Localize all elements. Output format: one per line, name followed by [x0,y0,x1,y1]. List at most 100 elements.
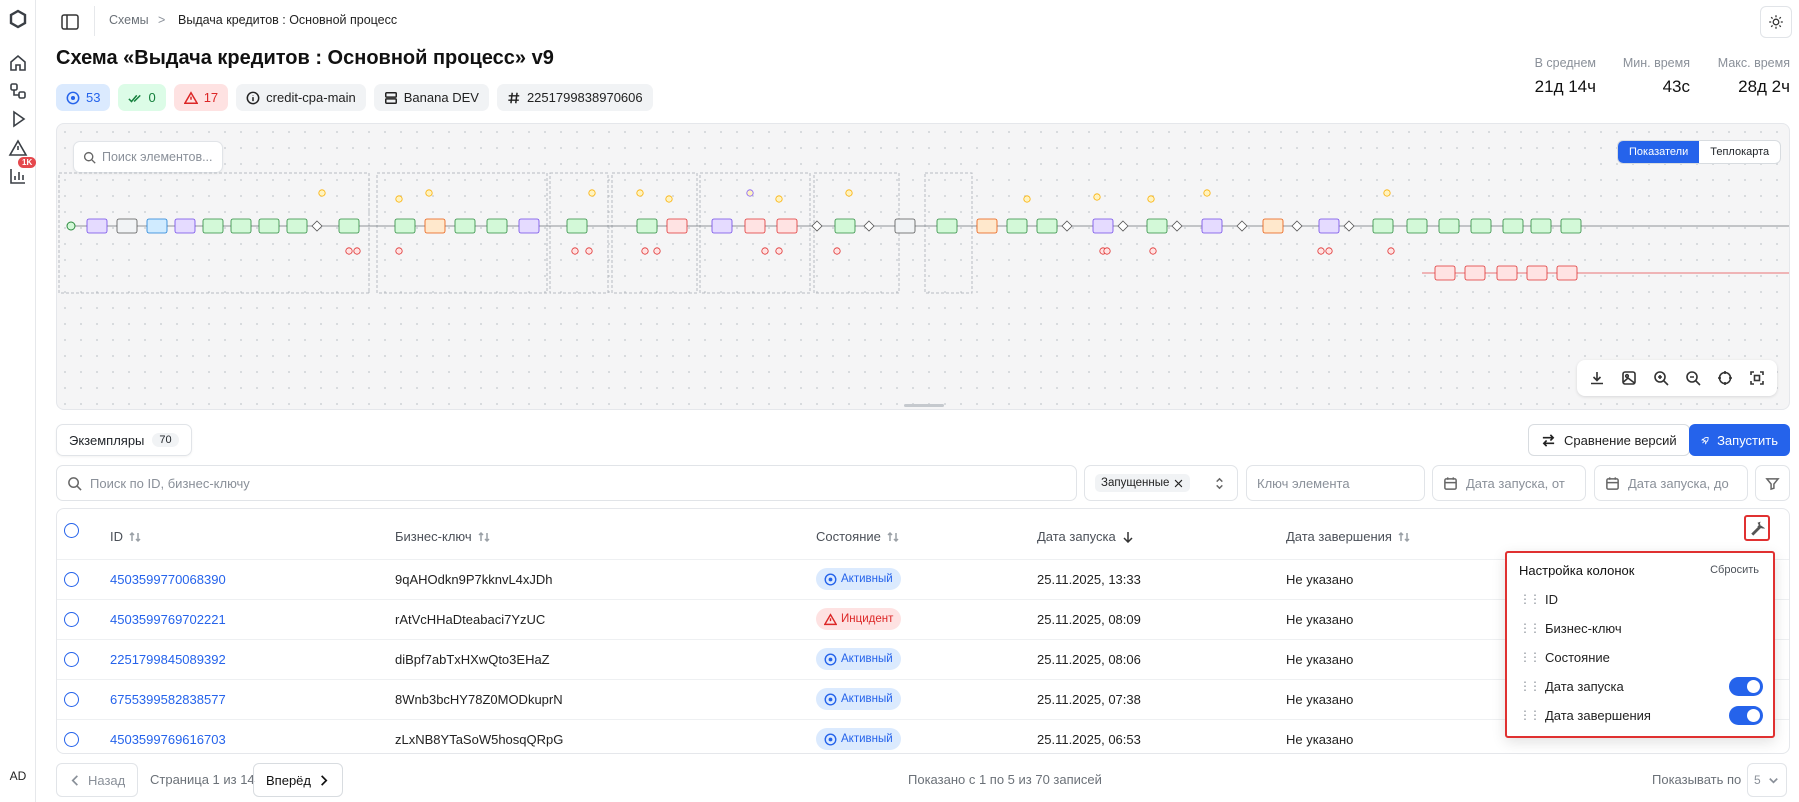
column-setting-item[interactable]: ⋮⋮ Дата запуска [1519,675,1763,697]
drag-handle-icon[interactable]: ⋮⋮ [1519,592,1541,606]
center-icon[interactable] [1711,364,1739,392]
fit-screen-icon[interactable] [1743,364,1771,392]
start-date-cell: 25.11.2025, 08:09 [1037,612,1141,627]
table-row[interactable]: 4503599770068390 9qAHOdkn9P7kknvL4xJDh Акт… [57,559,1789,599]
column-header-id[interactable]: ID [110,529,141,544]
drag-handle-icon[interactable]: ⋮⋮ [1519,679,1541,693]
sidebar-toggle-icon[interactable] [60,12,80,32]
date-to-input[interactable]: Дата запуска, до [1594,465,1748,501]
table-row[interactable]: 4503599769616703 zLxNB8YTaSoW5hosqQRpG Акт… [57,719,1789,759]
wrench-icon [1750,521,1765,536]
instance-id-link[interactable]: 4503599769702221 [110,612,226,627]
chevron-down-icon [1768,777,1778,784]
next-page-button[interactable]: Вперёд [253,763,343,797]
process-key-chip[interactable]: credit-cpa-main [236,84,366,111]
environment-chip[interactable]: Banana DEV [373,84,489,111]
column-header-state[interactable]: Состояние [816,529,899,544]
prev-page-label: Назад [88,772,126,788]
zoom-out-icon[interactable] [1679,364,1707,392]
drag-handle-icon[interactable]: ⋮⋮ [1519,650,1541,664]
compare-versions-button[interactable]: Сравнение версий [1528,424,1690,456]
column-header-id-label: ID [110,529,123,544]
analytics-icon[interactable] [7,165,29,187]
element-key-input[interactable]: Ключ элемента [1246,465,1425,501]
home-icon[interactable] [7,52,29,74]
instance-id-link[interactable]: 4503599770068390 [110,572,226,587]
instance-search-input[interactable]: Поиск по ID, бизнес-ключу [56,465,1077,501]
diagram-search-input[interactable]: Поиск элементов... [73,141,223,173]
filter-settings-button[interactable] [1755,465,1790,501]
column-header-state-label: Состояние [816,529,881,544]
completed-count-chip[interactable]: 0 [118,84,166,111]
timer-event [588,189,596,197]
breadcrumb-separator: > [158,13,166,27]
incident-count-chip[interactable]: 17 [173,84,229,111]
error-event [641,247,649,255]
stat-average: В среднем 21д 14ч [1521,56,1596,97]
table-row[interactable]: 6755399582838577 8Wnb3bcHY78Z0MODkuprN Акт… [57,679,1789,719]
zoom-in-icon[interactable] [1647,364,1675,392]
date-to-placeholder: Дата запуска, до [1628,475,1729,491]
error-event [345,247,353,255]
error-event [833,247,841,255]
end-date-cell: Не указано [1286,692,1354,707]
tab-heatmap[interactable]: Теплокарта [1710,146,1770,158]
definition-id-chip[interactable]: 2251799838970606 [496,84,653,111]
bpmn-task [286,218,308,234]
select-all-checkbox[interactable] [64,523,79,538]
active-count-chip[interactable]: 53 [56,84,111,111]
column-header-end-date[interactable]: Дата завершения [1286,529,1410,544]
prev-page-button[interactable]: Назад [56,763,139,797]
close-icon[interactable] [1173,478,1184,489]
state-tag-label: Запущенные [1101,477,1170,489]
column-header-start-date[interactable]: Дата запуска [1037,529,1134,544]
table-row[interactable]: 2251799845089392 diBpf7abTxHXwQto3EHaZ Акт… [57,639,1789,679]
export-image-icon[interactable] [1615,364,1643,392]
bpmn-gateway [1236,220,1248,232]
per-page-select[interactable]: 5 [1747,763,1787,797]
process-key: credit-cpa-main [266,90,356,105]
avatar[interactable]: AD [9,769,27,783]
column-header-business-key[interactable]: Бизнес-ключ [395,529,490,544]
column-visibility-toggle[interactable] [1729,706,1763,725]
divider [94,6,95,36]
app-logo-icon[interactable] [7,8,29,30]
column-setting-item[interactable]: ⋮⋮ Состояние [1519,646,1763,668]
column-settings-reset-button[interactable]: Сбросить [1710,564,1759,576]
table-row[interactable]: 4503599769702221 rAtVcHHaDteabaci7YzUC Инц… [57,599,1789,639]
theme-toggle-button[interactable] [1760,6,1792,38]
state-filter-select[interactable]: Запущенные [1084,465,1238,501]
download-icon[interactable] [1583,364,1611,392]
error-event [1103,247,1111,255]
instance-id-link[interactable]: 6755399582838577 [110,692,226,707]
column-visibility-toggle[interactable] [1729,677,1763,696]
subprocess-frame [813,172,900,294]
row-checkbox[interactable] [64,612,79,627]
run-button[interactable]: Запустить [1689,424,1790,456]
column-setting-item[interactable]: ⋮⋮ Дата завершения [1519,704,1763,726]
status-badge: Активный [816,648,901,670]
alerts-icon[interactable] [7,137,29,159]
start-date-cell: 25.11.2025, 06:53 [1037,732,1141,747]
instance-search-placeholder: Поиск по ID, бизнес-ключу [90,475,250,491]
process-diagram-canvas[interactable]: Поиск элементов... Показатели Теплокарта [56,123,1790,410]
tab-instances[interactable]: Экземпляры 70 [56,424,192,456]
tab-metrics[interactable]: Показатели [1618,141,1700,163]
column-settings-button[interactable] [1744,515,1770,541]
view-mode-switch[interactable]: Показатели Теплокарта [1617,140,1782,164]
row-checkbox[interactable] [64,732,79,747]
column-setting-item[interactable]: ⋮⋮ Бизнес-ключ [1519,617,1763,639]
row-checkbox[interactable] [64,692,79,707]
schemes-icon[interactable] [7,80,29,102]
row-checkbox[interactable] [64,652,79,667]
play-icon[interactable] [7,108,29,130]
resize-handle[interactable] [904,404,944,407]
drag-handle-icon[interactable]: ⋮⋮ [1519,708,1541,722]
breadcrumb-root[interactable]: Схемы [109,13,149,27]
instance-id-link[interactable]: 2251799845089392 [110,652,226,667]
row-checkbox[interactable] [64,572,79,587]
drag-handle-icon[interactable]: ⋮⋮ [1519,621,1541,635]
instance-id-link[interactable]: 4503599769616703 [110,732,226,747]
date-from-input[interactable]: Дата запуска, от [1432,465,1586,501]
column-setting-item[interactable]: ⋮⋮ ID [1519,588,1763,610]
